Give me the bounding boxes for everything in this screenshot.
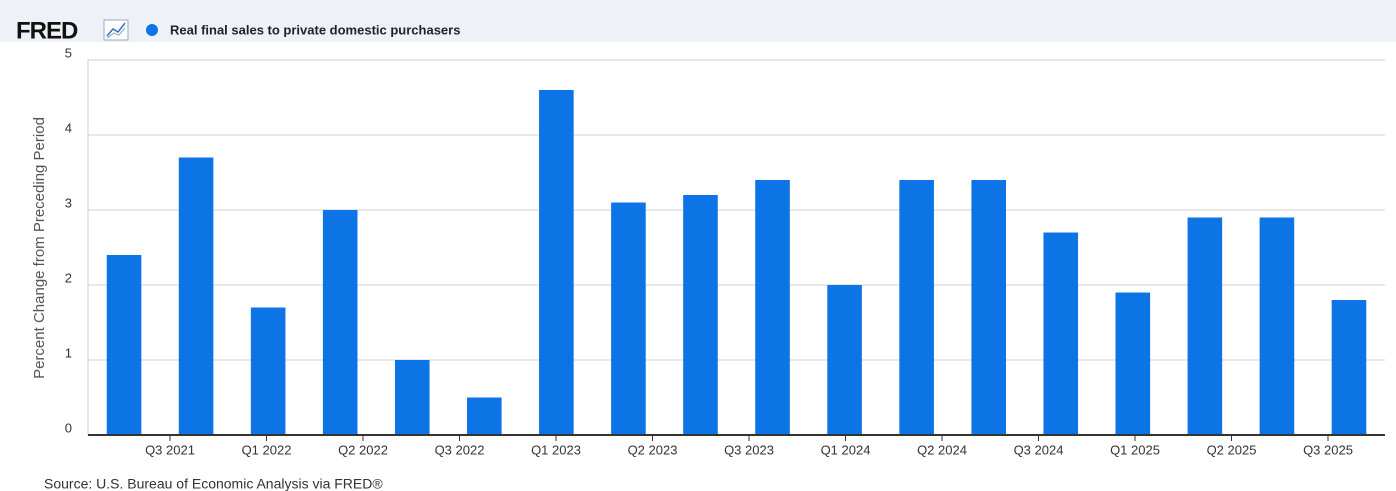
legend-marker xyxy=(146,24,158,36)
x-tick-label: Q1 2025 xyxy=(1110,442,1160,457)
x-tick-label: Q1 2022 xyxy=(242,442,292,457)
x-tick-label: Q3 2024 xyxy=(1014,442,1064,457)
y-tick-label: 3 xyxy=(65,195,72,210)
bar xyxy=(1259,217,1295,435)
source: Source: U.S. Bureau of Economic Analysis… xyxy=(44,476,383,491)
logo: FRED xyxy=(16,17,78,44)
bar xyxy=(106,255,142,435)
bar xyxy=(899,180,934,435)
bar xyxy=(178,157,214,435)
bar xyxy=(467,397,502,435)
x-tick-label: Q3 2021 xyxy=(145,442,195,457)
bar xyxy=(1187,217,1223,435)
bar xyxy=(683,195,718,435)
x-tick-label: Q3 2022 xyxy=(435,442,485,457)
x-tick-label: Q1 2023 xyxy=(531,442,581,457)
y-tick-label: 2 xyxy=(65,270,72,285)
bar xyxy=(250,307,286,435)
header-bar xyxy=(0,0,1396,42)
bar xyxy=(971,180,1006,435)
y-tick-label: 1 xyxy=(65,345,72,360)
bar xyxy=(755,180,790,435)
bar xyxy=(611,202,646,435)
x-tick-label: Q2 2022 xyxy=(338,442,388,457)
x-tick-label: Q2 2024 xyxy=(917,442,967,457)
bar xyxy=(827,285,862,435)
bar xyxy=(1115,292,1151,435)
y-tick-label: 4 xyxy=(65,120,72,135)
x-tick-label: Q1 2024 xyxy=(821,442,871,457)
y-tick-label: 5 xyxy=(65,45,72,60)
x-tick-label: Q2 2023 xyxy=(628,442,678,457)
legend-label: Real final sales to private domestic pur… xyxy=(170,22,460,37)
y-axis-title: Percent Change from Preceding Period xyxy=(31,117,48,379)
bar xyxy=(1331,300,1367,435)
bar xyxy=(1043,232,1079,435)
y-tick-label: 0 xyxy=(65,420,72,435)
logo-icon xyxy=(103,19,129,41)
x-tick-label: Q3 2025 xyxy=(1303,442,1353,457)
bar xyxy=(539,90,574,435)
x-tick-label: Q2 2025 xyxy=(1207,442,1257,457)
bar xyxy=(322,210,358,435)
x-tick-label: Q3 2023 xyxy=(724,442,774,457)
bar xyxy=(394,360,430,435)
